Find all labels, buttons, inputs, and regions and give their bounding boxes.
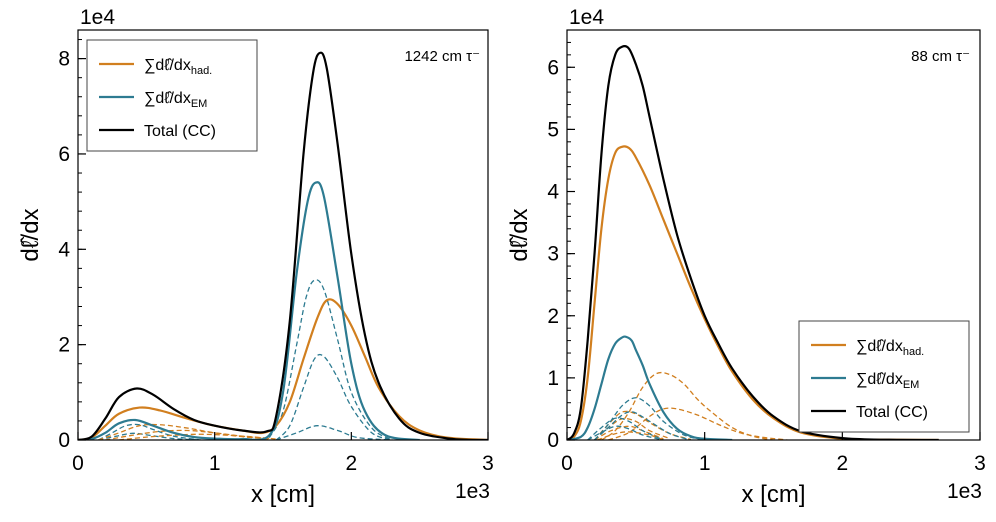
x-axis-title: x [cm] [742, 481, 806, 508]
legend-em-label: ∑dℓ̂/dxEM [856, 371, 919, 391]
x-exponent-label: 1e3 [947, 480, 982, 503]
x-tick-label: 3 [974, 452, 986, 475]
legend-em-label-sub: EM [903, 379, 920, 391]
x-tick-label: 1 [209, 452, 221, 475]
y-exponent-label: 1e4 [80, 6, 115, 29]
dashed-em-component-line [275, 425, 393, 440]
x-tick-label: 1 [699, 452, 711, 475]
sum-em-line [78, 181, 420, 440]
y-axis-title: dℓ̂/dx [506, 208, 533, 261]
dashed-em-component-line [587, 417, 664, 440]
y-tick-label: 4 [547, 181, 559, 204]
legend-had-label-main: ∑dℓ̂/dx [144, 57, 191, 74]
plot-frame [566, 29, 981, 441]
legend-em-label: ∑dℓ̂/dxEM [144, 90, 207, 110]
x-exponent-label: 1e3 [455, 480, 490, 503]
dashed-em-component-line [98, 423, 202, 440]
dashed-had-component-line [601, 371, 774, 440]
y-tick-label: 4 [58, 238, 70, 261]
x-tick-label: 0 [72, 452, 84, 475]
y-tick-label: 0 [58, 429, 70, 452]
x-tick-label: 0 [561, 452, 573, 475]
dashed-had-component-line [597, 431, 664, 440]
x-axis-title: x [cm] [251, 481, 315, 508]
right-panel: 0 1 2 3 4 5 6 0 1 2 3 1e4 1e3 x [cm] dℓ̂/dx 88 cm τ⁻ ∑dℓ… [506, 6, 986, 508]
legend-box [86, 39, 258, 152]
legend-had-label: ∑dℓ̂/dxhad. [856, 338, 924, 358]
total-cc-line [567, 45, 939, 440]
total-cc-line [78, 51, 488, 440]
y-tick-label: 6 [547, 56, 559, 79]
legend-had-label-sub: had. [191, 65, 212, 77]
plot-frame [77, 29, 489, 441]
sum-had-line [567, 145, 939, 440]
y-exponent-label: 1e4 [569, 6, 604, 29]
dashed-had-component-line [118, 433, 277, 440]
series-group [567, 45, 939, 440]
legend-box [798, 320, 970, 433]
y-tick-label: 3 [547, 243, 559, 266]
x-tick-label: 3 [482, 452, 494, 475]
dashed-em-component-line [594, 411, 692, 440]
y-tick-label: 6 [58, 143, 70, 166]
x-tick-label: 2 [836, 452, 848, 475]
y-tick-label: 1 [547, 367, 559, 390]
x-tick-label: 2 [345, 452, 357, 475]
legend-total-label-main: Total (CC) [144, 123, 216, 140]
dashed-em-component-line [268, 279, 393, 440]
y-tick-label: 2 [547, 305, 559, 328]
panel-annotation: 1242 cm τ⁻ [404, 48, 480, 65]
legend-em-label-sub: EM [191, 98, 208, 110]
legend-total-label-main: Total (CC) [856, 404, 928, 421]
y-tick-label: 5 [547, 118, 559, 141]
y-axis-title: dℓ̂/dx [17, 208, 44, 261]
dashed-em-component-line [594, 397, 705, 440]
legend-em-label-main: ∑dℓ̂/dx [856, 371, 903, 388]
legend-total-label: Total (CC) [856, 404, 928, 421]
dashed-had-component-line [608, 407, 788, 440]
legend-had-label-sub: had. [903, 346, 924, 358]
y-tick-label: 2 [58, 334, 70, 357]
series-group [78, 51, 488, 440]
legend-had-label-main: ∑dℓ̂/dx [856, 338, 903, 355]
dashed-em-component-line [275, 353, 393, 440]
legend-em-label-main: ∑dℓ̂/dx [144, 90, 191, 107]
dashed-em-component-line [587, 425, 664, 440]
sum-em-line [567, 335, 733, 440]
y-tick-label: 8 [58, 48, 70, 71]
y-tick-label: 0 [547, 429, 559, 452]
panel-annotation: 88 cm τ⁻ [911, 48, 970, 65]
legend-had-label: ∑dℓ̂/dxhad. [144, 57, 212, 77]
legend-total-label: Total (CC) [144, 123, 216, 140]
left-panel: 0 2 4 6 8 0 1 2 3 1e4 1e3 x [cm] dℓ̂/dx 1242 cm τ⁻ ∑dℓ… [17, 6, 494, 508]
